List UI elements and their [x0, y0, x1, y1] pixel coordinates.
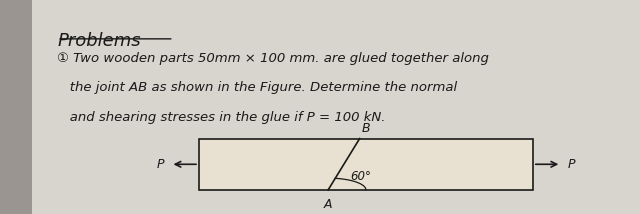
Text: the joint AB as shown in the Figure. Determine the normal: the joint AB as shown in the Figure. Det…	[57, 81, 458, 94]
Text: B: B	[362, 122, 370, 135]
Text: A: A	[324, 198, 332, 211]
FancyBboxPatch shape	[0, 0, 32, 214]
Text: P: P	[157, 158, 164, 171]
Text: Problems: Problems	[57, 32, 141, 50]
Text: 60°: 60°	[350, 170, 371, 183]
Bar	[199, 139, 533, 190]
Text: ① Two wooden parts 50mm × 100 mm. are glued together along: ① Two wooden parts 50mm × 100 mm. are gl…	[57, 52, 489, 65]
Text: P: P	[568, 158, 575, 171]
Text: and shearing stresses in the glue if P = 100 kN.: and shearing stresses in the glue if P =…	[57, 111, 386, 124]
